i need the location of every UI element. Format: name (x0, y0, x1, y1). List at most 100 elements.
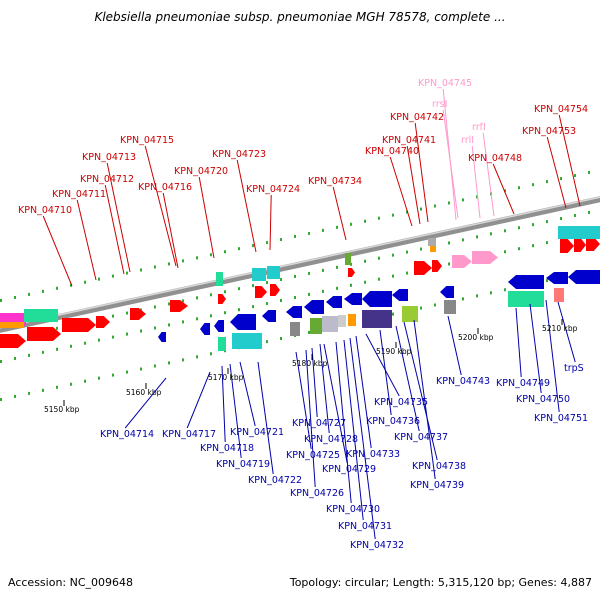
gene-arrow-forward (586, 237, 600, 251)
leader-line (257, 361, 274, 475)
leader-line (355, 335, 372, 449)
leader-line (365, 333, 400, 397)
track-dot (70, 344, 72, 348)
track-dot (308, 231, 310, 235)
leader-line (332, 186, 347, 241)
leader-line (379, 329, 392, 416)
track-dot (140, 268, 142, 272)
track-dot (56, 385, 58, 389)
gene-label-bottom: KPN_04730 (326, 504, 380, 515)
leader-line (545, 299, 560, 413)
track-dot (140, 367, 142, 371)
kbp-tick-label: 5200 kbp (458, 333, 494, 342)
leader-line (546, 136, 567, 209)
track-dot (546, 241, 548, 245)
leader-line (124, 377, 167, 429)
gene-features (0, 226, 600, 351)
leader-line (106, 162, 131, 273)
leader-line (471, 145, 481, 219)
track-dot (504, 189, 506, 193)
kbp-ticks: 5150 kbp 5160 kbp 5170 kbp 5180 kbp 5190 kbp… (44, 319, 578, 414)
gene-label-bottom: KPN_04722 (248, 475, 302, 486)
track-dot (0, 360, 2, 363)
track-dot (154, 364, 156, 368)
gene-label-bottom: KPN_04727 (292, 418, 346, 429)
gene-label-top: KPN_04710 (18, 205, 72, 216)
gene-arrow-reverse (158, 332, 166, 342)
gene-arrow-reverse (546, 272, 568, 284)
gene-arrow-reverse (326, 296, 342, 308)
track-dot (406, 250, 408, 254)
gene-arrow-reverse (304, 300, 324, 314)
track-dot (322, 228, 324, 232)
track-dot (504, 250, 506, 254)
track-dot (112, 373, 114, 377)
track-dot (532, 244, 534, 248)
gene-label-bottom: KPN_04736 (366, 416, 420, 427)
feature-block (444, 300, 456, 314)
track-dot (588, 170, 590, 174)
track-dot (266, 281, 268, 285)
track-dot (196, 317, 198, 321)
gene-label-bottom: KPN_04726 (290, 488, 344, 499)
track-dot (336, 225, 338, 229)
gene-arrow-reverse (392, 289, 408, 301)
gene-label-top: KPN_04716 (138, 182, 192, 193)
feature-block (428, 238, 436, 246)
feature-block (267, 266, 280, 279)
leader-line (558, 114, 581, 207)
gene-arrow-reverse (568, 270, 600, 284)
track-dot (462, 198, 464, 202)
track-dot (476, 235, 478, 239)
track-dot (476, 294, 478, 298)
gene-labels: KPN_04710 KPN_04711 KPN_04712 KPN_04713 KPN_… (18, 78, 588, 551)
track-dot (518, 247, 520, 251)
track-dot (504, 229, 506, 233)
leader-line (319, 343, 330, 434)
gene-label-bottom: KPN_04751 (534, 413, 588, 424)
feature-block (232, 333, 262, 349)
track-dot (182, 299, 184, 303)
track-dot (182, 259, 184, 263)
track-dot (504, 288, 506, 292)
gene-label-bottom: KPN_04749 (496, 378, 550, 389)
track-dot (378, 256, 380, 260)
gene-label-bottom: KPN_04728 (304, 434, 358, 445)
track-dot (98, 338, 100, 342)
track-dot (280, 278, 282, 282)
track-dot (574, 174, 576, 178)
track-dot (210, 293, 212, 297)
leader-line (305, 349, 316, 488)
leader-line (144, 145, 177, 267)
track-dot (378, 216, 380, 220)
gene-arrow-forward (255, 286, 267, 298)
leader-line (403, 321, 438, 461)
track-dot (336, 265, 338, 269)
gene-label-bottom: KPN_04731 (338, 521, 392, 532)
feature-block (345, 253, 351, 265)
gene-arrow-forward (130, 308, 146, 320)
track-dot (476, 195, 478, 199)
gene-label-bottom: KPN_04733 (346, 449, 400, 460)
leader-line (492, 163, 515, 215)
leader-line (269, 194, 272, 251)
track-dot (252, 244, 254, 248)
track-dot (294, 234, 296, 238)
track-dot (84, 379, 86, 383)
leader-line (395, 325, 420, 432)
track-dot (168, 361, 170, 365)
gene-label-top: KPN_04741 (382, 135, 436, 146)
gene-label-top: KPN_04723 (212, 149, 266, 160)
track-dot (308, 292, 310, 296)
gene-arrow-forward (96, 316, 110, 328)
feature-block (322, 316, 338, 332)
gene-arrow-reverse (214, 320, 224, 332)
track-dot (294, 274, 296, 278)
leader-line (239, 361, 256, 427)
track-dot (462, 297, 464, 301)
gene-label-top: KPN_04720 (174, 166, 228, 177)
gene-arrow-forward (27, 327, 61, 341)
gene-arrow-reverse (344, 293, 362, 305)
leader-line (221, 365, 226, 443)
